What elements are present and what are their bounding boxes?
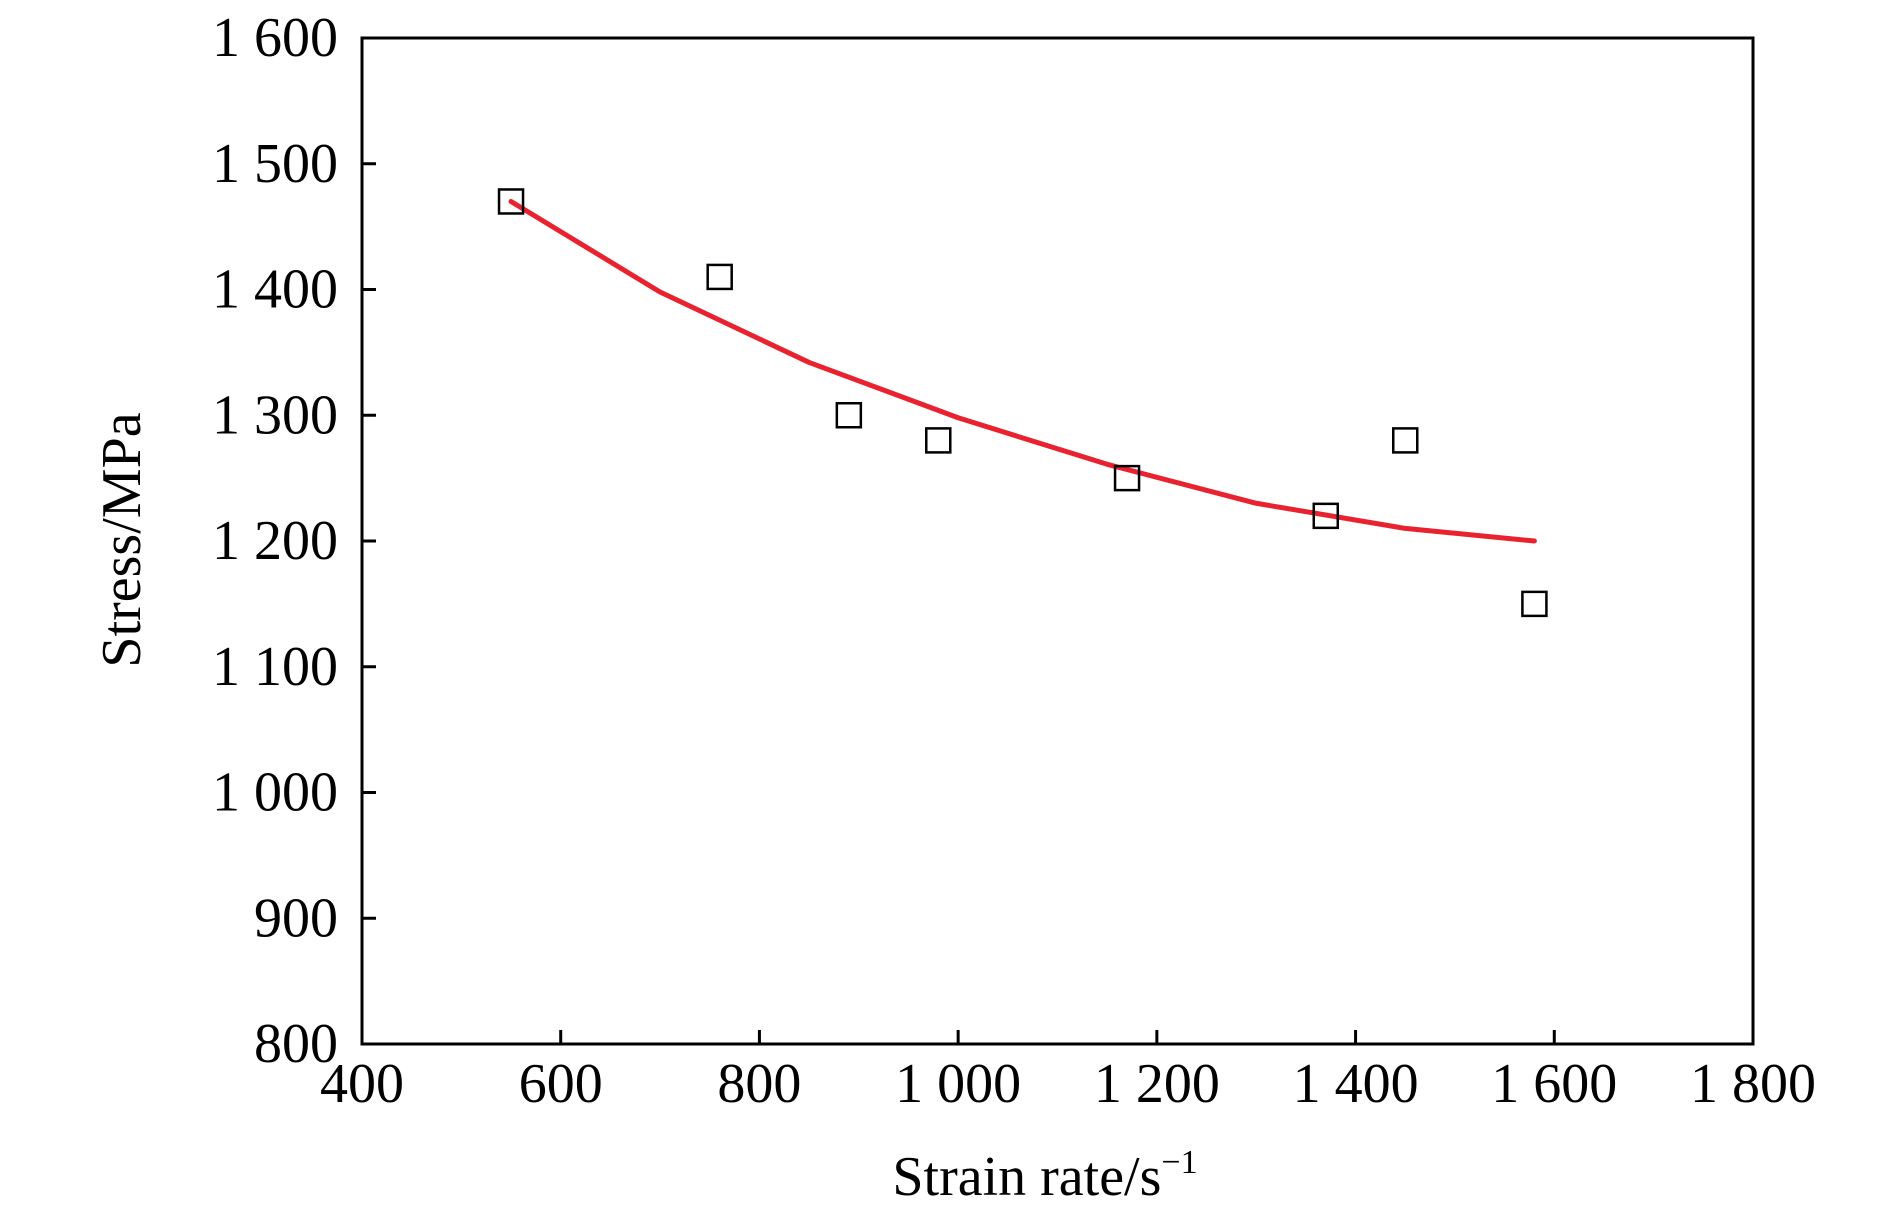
y-tick-label: 800 (254, 1013, 338, 1075)
x-axis-title: Strain rate/s−1 (892, 1144, 1197, 1208)
data-point (835, 402, 863, 429)
y-tick-label: 1 000 (212, 762, 338, 824)
y-tick-label: 1 600 (212, 7, 338, 69)
fit-line (508, 198, 1537, 544)
plot-area: 400 600 800 1 000 1 200 1 400 1 600 1 800 800 900… (212, 7, 1816, 1115)
x-tick-label: 400 (320, 1053, 404, 1115)
y-tick-label: 1 100 (212, 636, 338, 698)
x-tick-label: 1 600 (1491, 1053, 1617, 1115)
data-point (1113, 464, 1141, 492)
x-tick-label: 1 000 (895, 1053, 1021, 1115)
y-tick-label: 900 (254, 887, 338, 949)
x-tick-label: 1 400 (1293, 1053, 1419, 1115)
x-tick-label: 1 800 (1690, 1053, 1816, 1115)
data-point (925, 427, 952, 454)
data-point (706, 263, 733, 291)
data-point (1312, 502, 1340, 530)
plot-frame (360, 36, 1755, 1046)
y-axis-title: Stress/MPa (91, 412, 153, 667)
x-tick-label: 800 (717, 1053, 801, 1115)
y-tick-label: 1 500 (212, 133, 338, 195)
x-tick-label: 600 (519, 1053, 603, 1115)
y-tick-label: 1 400 (212, 259, 338, 321)
data-point (1521, 590, 1548, 618)
x-tick-label: 1 200 (1094, 1053, 1220, 1115)
data-point (497, 188, 525, 215)
y-tick-label: 1 200 (212, 510, 338, 572)
data-point (1392, 427, 1419, 454)
y-tick-label: 1 300 (212, 384, 338, 446)
